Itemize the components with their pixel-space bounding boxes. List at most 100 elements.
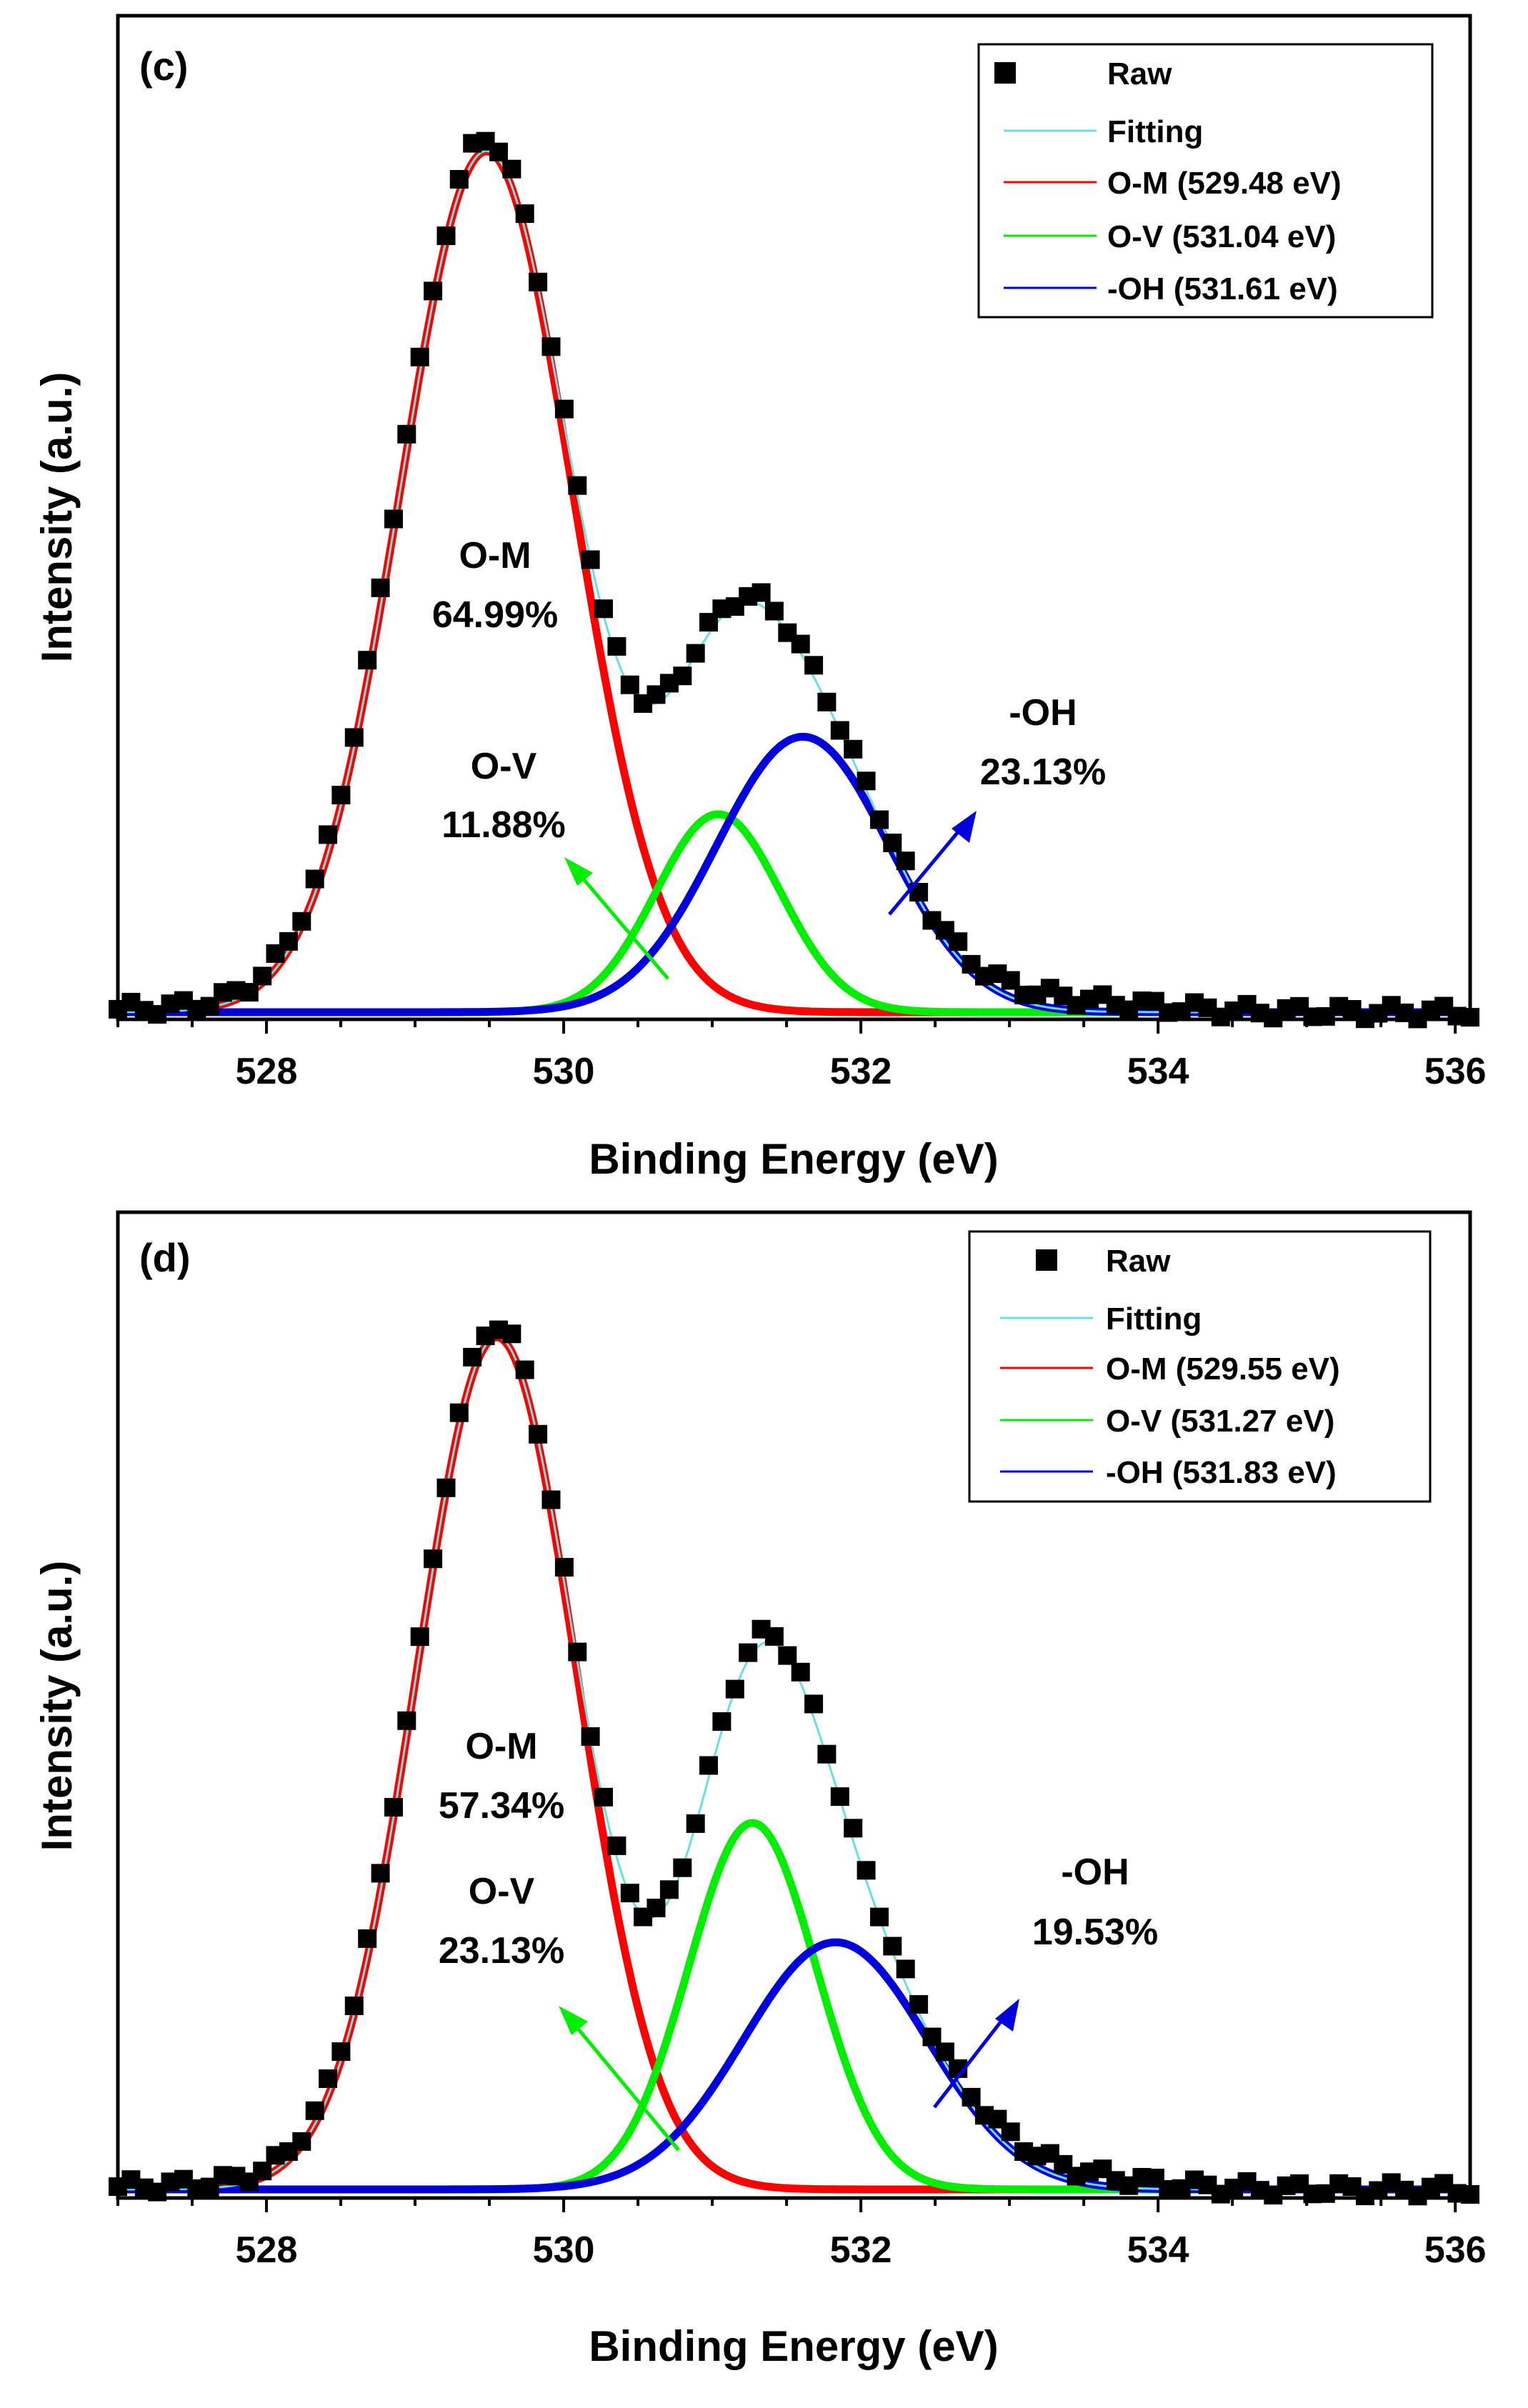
raw-data-point <box>344 728 364 747</box>
ov-arrow <box>559 2006 680 2152</box>
raw-data-point <box>554 1558 574 1577</box>
component-curve-o-v-531-04-ev <box>116 810 1472 1016</box>
raw-series <box>109 1320 1479 2206</box>
raw-data-point <box>949 932 968 951</box>
raw-data-point <box>594 599 613 619</box>
raw-data-point <box>607 1836 626 1855</box>
legend-box <box>968 1230 1432 1503</box>
raw-data-point <box>410 347 429 366</box>
raw-data-point <box>764 601 784 621</box>
x-tick-label: 536 <box>1424 1051 1487 1092</box>
ov-label: O-V <box>471 746 537 787</box>
legend-om: O-M (529.55 eV) <box>1106 1352 1340 1387</box>
raw-data-point <box>791 1662 810 1682</box>
ov-arrow <box>564 857 669 980</box>
om-label: O-M <box>459 535 531 576</box>
raw-data-point <box>1461 1008 1479 1027</box>
raw-data-point <box>751 583 771 602</box>
raw-data-point <box>594 1787 613 1807</box>
legend-raw: Raw <box>1107 56 1172 91</box>
x-tick-label: 534 <box>1127 1051 1189 1092</box>
raw-data-point <box>529 272 548 291</box>
component-curve-oh-531-83-ev <box>116 1938 1472 2194</box>
panel-d: (d) 528 530 532 534 536 Binding Energy (eV) … <box>33 1210 1487 2370</box>
raw-data-point <box>331 2042 351 2062</box>
raw-data-point <box>778 1646 797 1665</box>
raw-data-point <box>502 1324 521 1344</box>
raw-data-point <box>909 1995 929 2014</box>
legend-raw: Raw <box>1106 1244 1171 1279</box>
legend-oh: -OH (531.83 eV) <box>1106 1455 1337 1490</box>
raw-data-point <box>424 281 443 301</box>
raw-data-point <box>725 1679 744 1699</box>
raw-data-point <box>1461 2185 1479 2204</box>
raw-series <box>109 131 1479 1029</box>
raw-data-point <box>883 834 902 852</box>
raw-data-point <box>686 644 705 663</box>
raw-data-point <box>436 226 456 246</box>
legend-oh: -OH (531.61 eV) <box>1107 271 1338 306</box>
oh-label: -OH <box>1061 1852 1129 1893</box>
raw-data-point <box>344 1997 364 2015</box>
legend-fitting: Fitting <box>1106 1302 1202 1337</box>
x-axis-title: Binding Energy (eV) <box>589 2322 998 2370</box>
raw-data-point <box>699 1756 718 1775</box>
raw-data-point <box>712 1712 731 1731</box>
raw-data-point <box>581 550 600 569</box>
ov-percent: 23.13% <box>439 1930 564 1972</box>
raw-data-point <box>844 1819 863 1838</box>
raw-data-point <box>371 578 390 597</box>
plot-frame <box>116 1210 1472 2200</box>
raw-data-point <box>659 1880 679 1899</box>
raw-data-point <box>253 2162 272 2181</box>
raw-data-point <box>397 424 416 444</box>
raw-data-point <box>804 1694 824 1714</box>
raw-data-point <box>673 1858 692 1877</box>
raw-data-point <box>305 2101 324 2120</box>
raw-data-point <box>883 1937 902 1956</box>
raw-data-point <box>830 1787 849 1807</box>
raw-data-point <box>253 966 272 986</box>
raw-data-point <box>554 399 574 419</box>
raw-data-point <box>449 1403 469 1422</box>
raw-data-point <box>424 1549 443 1569</box>
component-curve-o-v-531-27-ev <box>116 1819 1472 2194</box>
x-tick-label: 532 <box>830 2229 892 2271</box>
panel-tag: (d) <box>139 1235 191 1280</box>
x-axis: 528 530 532 534 536 <box>116 2198 1487 2271</box>
raw-data-point <box>817 1744 837 1764</box>
raw-data-point <box>384 1798 403 1817</box>
raw-data-point <box>279 931 298 951</box>
raw-data-point <box>804 656 824 675</box>
raw-data-point <box>529 1424 548 1444</box>
raw-data-point <box>568 476 587 495</box>
raw-data-point <box>489 142 508 161</box>
y-axis-title: Intensity (a.u.) <box>33 1561 81 1852</box>
x-tick-label: 530 <box>533 1051 595 1092</box>
raw-data-point <box>515 1360 534 1379</box>
raw-data-point <box>817 692 837 711</box>
raw-data-point <box>581 1727 600 1746</box>
x-tick-label: 528 <box>236 2229 298 2271</box>
panel-tag: (c) <box>139 44 188 89</box>
x-tick-label: 532 <box>830 1051 892 1092</box>
raw-data-point <box>646 1899 666 1917</box>
legend: Raw Fitting O-M (529.48 eV) O-V (531.04 … <box>977 43 1434 319</box>
om-percent: 64.99% <box>432 594 558 636</box>
x-axis: 528 530 532 534 536 <box>116 1019 1487 1092</box>
x-tick-label: 528 <box>236 1051 298 1092</box>
raw-data-point <box>962 2087 981 2107</box>
x-axis-title: Binding Energy (eV) <box>589 1135 998 1183</box>
legend-box <box>977 43 1434 319</box>
raw-data-point <box>319 2069 338 2088</box>
raw-data-point <box>358 1929 377 1948</box>
raw-data-point <box>935 2042 954 2062</box>
raw-data-point <box>239 983 259 1002</box>
raw-data-point <box>739 1643 758 1662</box>
ov-label: O-V <box>469 1871 535 1912</box>
raw-data-point <box>764 1627 784 1646</box>
raw-data-point <box>830 721 849 740</box>
legend-om: O-M (529.48 eV) <box>1107 166 1342 201</box>
raw-data-point <box>896 851 915 871</box>
legend-raw-marker <box>994 62 1016 84</box>
